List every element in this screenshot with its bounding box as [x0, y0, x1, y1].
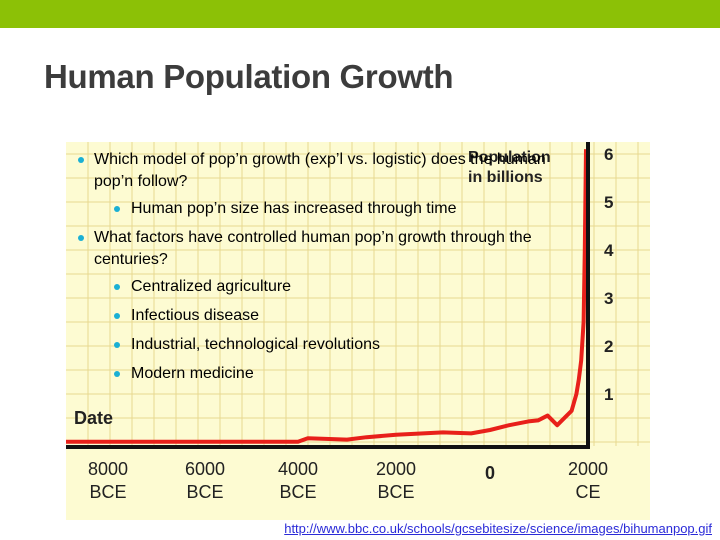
x-tick-label: 6000 [185, 459, 225, 479]
chart-legend-line2: in billions [468, 169, 543, 186]
bullet-item: What factors have controlled human pop’n… [76, 227, 556, 271]
bullet-item: Which model of pop’n growth (exp’l vs. l… [76, 149, 556, 193]
x-tick-label: 8000 [88, 459, 128, 479]
x-axis-label: Date [74, 408, 113, 428]
y-tick-label: 6 [604, 145, 613, 164]
sub-bullet-item: Human pop’n size has increased through t… [113, 198, 556, 220]
sub-bullet-item: Industrial, technological revolutions [113, 334, 556, 356]
sub-bullet-item: Infectious disease [113, 305, 556, 327]
x-tick-label: 2000 [568, 459, 608, 479]
y-tick-label: 3 [604, 289, 613, 308]
x-tick-label: 0 [485, 463, 495, 483]
slide-title: Human Population Growth [44, 58, 454, 95]
x-axis-band [66, 446, 650, 520]
x-tick-era-label: CE [575, 482, 600, 502]
x-tick-era-label: BCE [279, 482, 316, 502]
y-axis-ticks: 1 2 3 4 5 6 [604, 145, 614, 404]
chart-legend-line1: Population [468, 149, 551, 166]
top-accent-bar [0, 0, 720, 28]
x-tick-era-label: BCE [377, 482, 414, 502]
population-series-line [66, 149, 588, 444]
sub-bullet-item: Centralized agriculture [113, 276, 556, 298]
bullet-list: Which model of pop’n growth (exp’l vs. l… [76, 149, 556, 392]
y-tick-label: 4 [604, 241, 614, 260]
sub-bullet-item: Modern medicine [113, 363, 556, 385]
x-tick-label: 2000 [376, 459, 416, 479]
source-link[interactable]: http://www.bbc.co.uk/schools/gcsebitesiz… [284, 521, 712, 536]
population-chart: Population in billions Date 1 2 3 4 5 6 8000 B… [66, 142, 650, 520]
y-tick-label: 1 [604, 385, 613, 404]
x-axis-ticks: 8000 BCE 6000 BCE 4000 BCE 2000 BCE 0 2000 CE [88, 459, 608, 502]
x-tick-era-label: BCE [89, 482, 126, 502]
x-tick-era-label: BCE [186, 482, 223, 502]
y-tick-label: 5 [604, 193, 613, 212]
population-chart-svg: Population in billions Date 1 2 3 4 5 6 8000 B… [66, 142, 650, 520]
x-tick-label: 4000 [278, 459, 318, 479]
y-tick-label: 2 [604, 337, 613, 356]
